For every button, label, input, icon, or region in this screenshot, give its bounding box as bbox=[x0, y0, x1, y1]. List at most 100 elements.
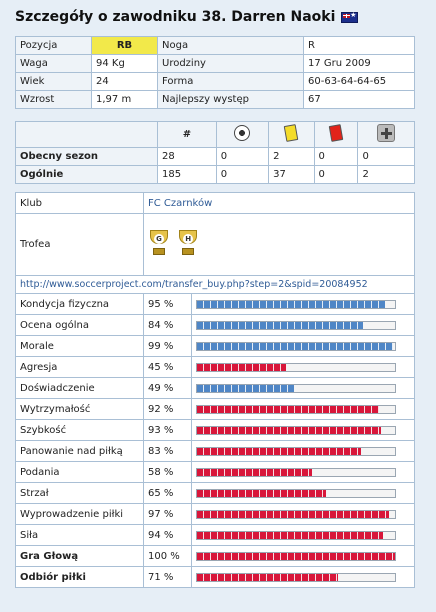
skill-bar-cell bbox=[191, 335, 415, 357]
skill-value: 97 % bbox=[143, 503, 192, 525]
info-label: Pozycja bbox=[15, 36, 92, 55]
skill-value: 92 % bbox=[143, 398, 192, 420]
australia-flag-icon bbox=[341, 11, 359, 23]
skill-row: Wyprowadzenie piłki 97 % bbox=[15, 503, 415, 525]
skill-bar-cell bbox=[191, 461, 415, 483]
info-value: R bbox=[303, 36, 415, 55]
skill-bar-fill bbox=[197, 531, 384, 539]
stats-value: 2 bbox=[268, 147, 315, 166]
injury-cell bbox=[357, 121, 415, 148]
stats-row-label: Obecny sezon bbox=[15, 147, 158, 166]
transfer-link[interactable]: http://www.soccerproject.com/transfer_bu… bbox=[20, 279, 368, 290]
skill-value: 94 % bbox=[143, 524, 192, 546]
skill-name: Gra Głową bbox=[15, 545, 144, 567]
transfer-link-cell: http://www.soccerproject.com/transfer_bu… bbox=[15, 275, 415, 294]
skill-bar-fill bbox=[197, 363, 287, 371]
skill-bar-cell bbox=[191, 293, 415, 315]
skill-bar-fill bbox=[197, 342, 394, 350]
skill-row: Agresja 45 % bbox=[15, 356, 415, 378]
skill-bar-cell bbox=[191, 524, 415, 546]
yellow-card-icon bbox=[284, 124, 299, 142]
skill-bar-cell bbox=[191, 314, 415, 336]
info-value: 17 Gru 2009 bbox=[303, 54, 415, 73]
trophy-icon[interactable]: H bbox=[177, 230, 199, 256]
skill-bar-cell bbox=[191, 545, 415, 567]
skill-value: 99 % bbox=[143, 335, 192, 357]
skill-bar-cell bbox=[191, 419, 415, 441]
skill-bar-cell bbox=[191, 503, 415, 525]
skill-bar bbox=[196, 488, 396, 498]
info-value: RB bbox=[91, 36, 158, 55]
skill-bar bbox=[196, 509, 396, 519]
skill-row: Wytrzymałość 92 % bbox=[15, 398, 415, 420]
skill-bar-fill bbox=[197, 489, 326, 497]
info-value: 1,97 m bbox=[91, 90, 158, 109]
skill-bar-fill bbox=[197, 447, 362, 455]
stats-value: 28 bbox=[157, 147, 217, 166]
skill-name: Podania bbox=[15, 461, 144, 483]
skill-bar-cell bbox=[191, 377, 415, 399]
skill-row: Siła 94 % bbox=[15, 524, 415, 546]
skill-bar-cell bbox=[191, 356, 415, 378]
info-label: Waga bbox=[15, 54, 92, 73]
season-stats-table: # Obecny sezon 28 0 2 0 0 Ogólnie 185 0 37 0 2 bbox=[15, 121, 415, 184]
skill-bar-fill bbox=[197, 405, 380, 413]
skill-bar-fill bbox=[197, 300, 386, 308]
skill-bar bbox=[196, 467, 396, 477]
stats-row: Obecny sezon 28 0 2 0 0 bbox=[15, 147, 415, 166]
ball-icon-cell bbox=[215, 121, 270, 148]
skill-bar-fill bbox=[197, 468, 312, 476]
red-card-cell bbox=[313, 121, 359, 148]
player-title: Szczegóły o zawodniku 38. Darren Naoki bbox=[15, 9, 336, 25]
skill-bar bbox=[196, 446, 396, 456]
trophy-icon[interactable]: G bbox=[148, 230, 170, 256]
stats-value: 0 bbox=[215, 165, 270, 184]
skill-value: 100 % bbox=[143, 545, 192, 567]
skill-bar-fill bbox=[197, 573, 338, 581]
info-label: Urodziny bbox=[157, 54, 304, 73]
skill-bar bbox=[196, 383, 396, 393]
skill-row: Kondycja fizyczna 95 % bbox=[15, 293, 415, 315]
skill-bar bbox=[196, 530, 396, 540]
page-title: Szczegóły o zawodniku 38. Darren Naoki bbox=[15, 0, 436, 32]
red-card-icon bbox=[328, 124, 344, 142]
skill-bar bbox=[196, 425, 396, 435]
skill-value: 84 % bbox=[143, 314, 192, 336]
skill-bar bbox=[196, 362, 396, 372]
skill-name: Panowanie nad piłką bbox=[15, 440, 144, 462]
skill-bar bbox=[196, 299, 396, 309]
skill-bar bbox=[196, 320, 396, 330]
skill-name: Morale bbox=[15, 335, 144, 357]
skill-value: 71 % bbox=[143, 566, 192, 588]
info-value: 94 Kg bbox=[91, 54, 158, 73]
stats-corner bbox=[15, 121, 158, 148]
skill-name: Wyprowadzenie piłki bbox=[15, 503, 144, 525]
stats-row-label: Ogólnie bbox=[15, 165, 158, 184]
info-row: Wzrost 1,97 m Najlepszy występ 67 bbox=[15, 90, 415, 109]
skill-name: Odbiór piłki bbox=[15, 566, 144, 588]
skill-row: Szybkość 93 % bbox=[15, 419, 415, 441]
skill-name: Szybkość bbox=[15, 419, 144, 441]
skill-name: Siła bbox=[15, 524, 144, 546]
skill-bar-fill bbox=[197, 384, 295, 392]
skill-bar-cell bbox=[191, 482, 415, 504]
stats-value: 185 bbox=[157, 165, 217, 184]
club-link[interactable]: FC Czarnków bbox=[148, 197, 213, 209]
info-label: Wiek bbox=[15, 72, 92, 91]
skill-bar-fill bbox=[197, 510, 390, 518]
player-info-table: Pozycja RB Noga R Waga 94 Kg Urodziny 17 Gru 20… bbox=[15, 36, 415, 109]
info-value: 24 bbox=[91, 72, 158, 91]
stats-value: 37 bbox=[268, 165, 315, 184]
skill-value: 45 % bbox=[143, 356, 192, 378]
injury-cross-icon bbox=[377, 124, 396, 142]
skill-name: Kondycja fizyczna bbox=[15, 293, 144, 315]
skill-row: Gra Głową 100 % bbox=[15, 545, 415, 567]
skill-bar-cell bbox=[191, 440, 415, 462]
stats-value: 0 bbox=[313, 165, 359, 184]
trophies-label: Trofea bbox=[15, 213, 144, 276]
stats-value: 2 bbox=[357, 165, 415, 184]
ball-icon bbox=[234, 125, 251, 141]
skills-table: Klub FC Czarnków Trofea G H http://www.s… bbox=[15, 192, 415, 588]
info-value: 60-63-64-64-65 bbox=[303, 72, 415, 91]
stats-row: Ogólnie 185 0 37 0 2 bbox=[15, 165, 415, 184]
